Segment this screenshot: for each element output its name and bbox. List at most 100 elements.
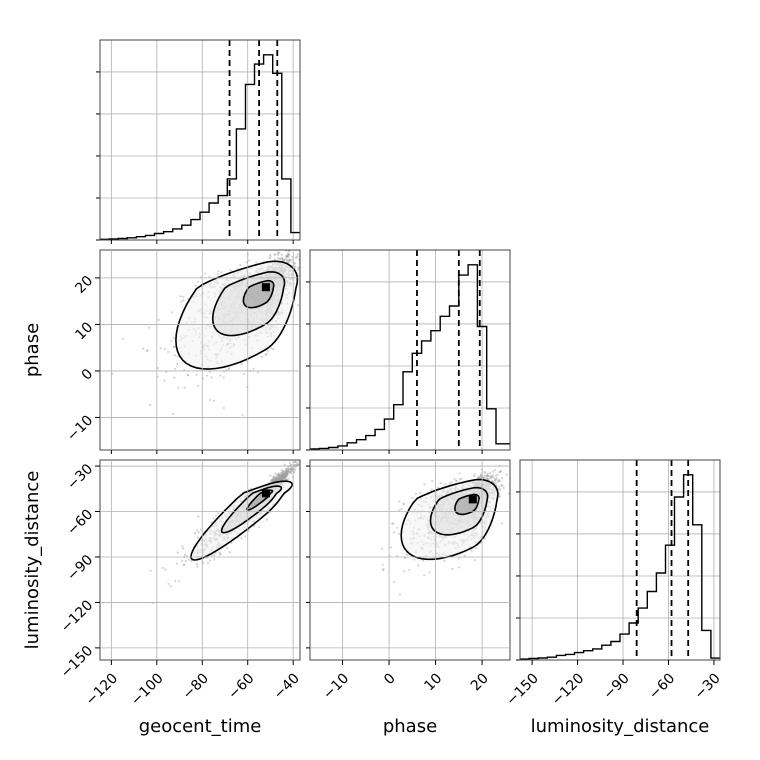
sample-point <box>218 553 221 556</box>
sample-point <box>183 563 186 567</box>
sample-point <box>277 251 280 254</box>
sample-point <box>281 471 284 474</box>
sample-point <box>293 467 296 471</box>
sample-point <box>279 475 282 478</box>
sample-point <box>278 477 281 480</box>
sample-point <box>282 473 285 476</box>
sample-point <box>393 531 396 534</box>
panel-frame <box>99 459 301 661</box>
sample-point <box>274 472 277 475</box>
sample-point <box>478 476 481 479</box>
sample-point <box>494 474 498 477</box>
sample-point <box>280 476 283 479</box>
sample-point <box>411 496 414 499</box>
histogram-step-line <box>520 474 720 660</box>
sample-point <box>293 262 296 265</box>
sample-point <box>276 252 279 255</box>
sample-point <box>287 253 290 256</box>
sample-point <box>173 376 176 379</box>
grid-lines <box>100 40 300 240</box>
sample-point <box>482 476 485 479</box>
sample-point <box>122 337 125 340</box>
sample-point <box>389 546 393 549</box>
sample-point <box>175 362 179 365</box>
sample-point <box>500 522 504 525</box>
grid-lines <box>310 460 510 660</box>
y-tick-label: −90 <box>64 552 96 584</box>
sample-point <box>228 551 232 554</box>
sample-point <box>296 253 299 256</box>
sample-point <box>458 566 461 569</box>
sample-point <box>279 478 282 481</box>
sample-point <box>283 475 286 478</box>
sample-point <box>460 477 463 480</box>
sample-point <box>282 475 285 478</box>
density-peak <box>468 495 477 504</box>
sample-point <box>280 478 283 481</box>
sample-point <box>489 477 493 480</box>
x-tick-label: −120 <box>83 670 122 709</box>
sample-point <box>282 476 285 479</box>
sample-point <box>275 477 278 480</box>
sample-point <box>380 547 383 550</box>
sample-point <box>280 469 283 472</box>
sample-point <box>282 474 285 477</box>
sample-point <box>280 478 283 481</box>
sample-point <box>287 253 290 256</box>
panel-frame <box>99 39 301 241</box>
sample-point <box>285 475 288 478</box>
sample-point <box>290 469 293 472</box>
sample-point <box>290 467 293 471</box>
sample-point <box>208 398 212 402</box>
sample-point <box>285 473 288 476</box>
sample-point <box>278 475 281 478</box>
sample-point <box>172 336 176 339</box>
sample-point <box>260 355 263 358</box>
sample-point <box>398 509 401 512</box>
sample-point <box>240 363 243 366</box>
sample-point <box>282 476 285 479</box>
sample-point <box>271 479 274 482</box>
sample-point <box>214 514 218 517</box>
sample-point <box>485 474 489 477</box>
sample-point <box>297 274 300 277</box>
x-axis-label-luminosity_distance: luminosity_distance <box>531 716 710 737</box>
sample-point <box>287 477 290 480</box>
sample-point <box>272 475 275 478</box>
sample-point <box>494 478 497 481</box>
sample-point <box>282 470 285 473</box>
density-peak <box>261 283 270 292</box>
sample-point <box>423 483 426 486</box>
sample-point <box>252 367 255 370</box>
sample-point <box>226 547 229 550</box>
sample-point <box>486 477 489 480</box>
sample-point <box>271 478 274 481</box>
sample-point <box>286 473 289 476</box>
x-axis-label-geocent_time: geocent_time <box>139 716 262 737</box>
sample-point <box>423 574 426 577</box>
sample-point <box>287 469 290 472</box>
sample-point <box>229 269 232 272</box>
sample-point <box>265 353 268 356</box>
sample-point <box>398 593 401 596</box>
sample-point <box>272 478 275 481</box>
sample-point <box>282 476 285 479</box>
sample-point <box>422 559 425 562</box>
sample-point <box>269 474 272 477</box>
sample-point <box>190 560 193 563</box>
sample-point <box>281 257 284 260</box>
sample-point <box>296 462 299 465</box>
sample-point <box>205 374 208 377</box>
sample-point <box>287 250 290 253</box>
sample-point <box>277 245 279 247</box>
sample-point <box>177 386 180 389</box>
sample-point <box>310 247 312 249</box>
sample-point <box>275 479 278 482</box>
sample-point <box>287 469 290 472</box>
sample-point <box>274 253 277 256</box>
sample-point <box>281 475 284 478</box>
sample-point <box>275 479 278 482</box>
sample-point <box>167 582 170 586</box>
scatter-panel-phase-luminosity_distance <box>309 459 511 661</box>
